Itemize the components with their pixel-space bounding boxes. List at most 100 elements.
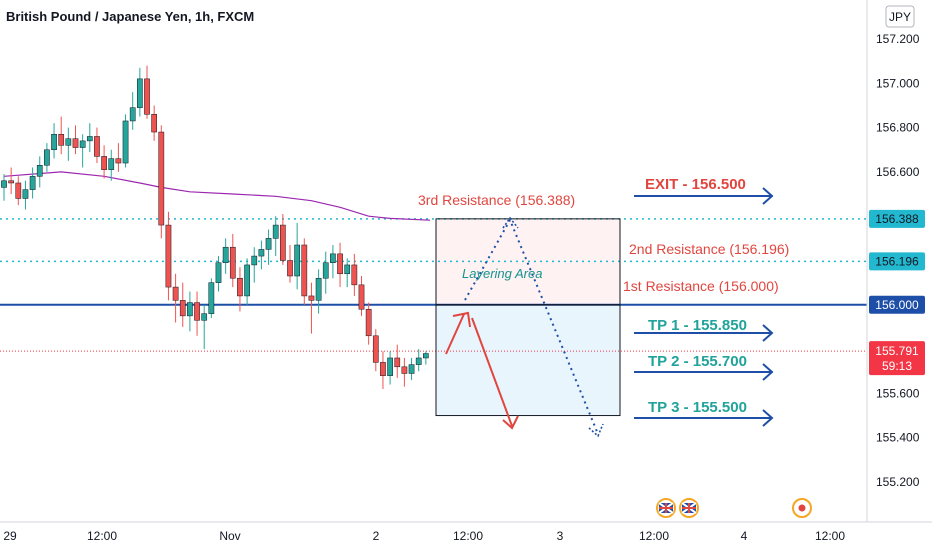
- price-tick-label: 155.600: [876, 386, 920, 400]
- resistance-1-price: 156.000: [875, 298, 919, 312]
- uk-flag-icon[interactable]: [679, 498, 699, 518]
- candle-body: [272, 224, 279, 239]
- candle-body: [1, 180, 7, 188]
- candle-body: [387, 357, 393, 376]
- resistance-3-label: 3rd Resistance (156.388): [418, 192, 575, 208]
- candle-body: [365, 308, 372, 337]
- candle-body: [201, 313, 208, 321]
- tp3-label: TP 3 - 155.500: [648, 399, 747, 416]
- candle-body: [129, 107, 136, 122]
- time-tick-label: 2: [373, 529, 380, 543]
- candle-body: [237, 277, 243, 297]
- candle-body: [58, 133, 65, 146]
- candle-body: [423, 353, 429, 359]
- candle-body: [337, 253, 343, 275]
- candle-body: [165, 224, 172, 288]
- candle-body: [151, 114, 158, 133]
- tp3-arrow-head: [762, 409, 774, 427]
- exit-label: EXIT - 156.500: [645, 176, 746, 193]
- projection-end-head: [588, 423, 604, 438]
- candle-body: [72, 138, 79, 148]
- layering-area-label: Layering Area: [462, 266, 542, 281]
- candle-body: [51, 133, 57, 150]
- candle-body: [122, 120, 129, 164]
- exit-arrow-head: [762, 187, 774, 205]
- candle-body: [244, 264, 250, 297]
- candle-body: [144, 78, 150, 115]
- target-area-box: [436, 304, 620, 416]
- candle-body: [294, 244, 300, 277]
- up-arrow: [445, 313, 465, 355]
- candle-body: [394, 357, 401, 368]
- projection-peak-head: [502, 216, 519, 229]
- price-tick-label: 156.600: [876, 165, 920, 179]
- candle-body: [322, 262, 329, 279]
- candle-body: [415, 357, 422, 365]
- candle-body: [94, 136, 100, 157]
- event-dot-icon[interactable]: [792, 498, 812, 518]
- resistance-2-price-tag: [869, 252, 925, 271]
- candle-body: [258, 249, 265, 257]
- candles: [1, 65, 429, 389]
- candle-body: [344, 264, 351, 275]
- down-arrow-head: [502, 415, 519, 430]
- chart-title: British Pound / Japanese Yen, 1h, FXCM: [6, 9, 254, 24]
- tp2-arrow-head: [762, 363, 774, 381]
- price-tick-label: 156.800: [876, 121, 920, 135]
- candle-body: [280, 224, 286, 261]
- time-tick-label: 29: [3, 529, 17, 543]
- candle-body: [229, 246, 236, 279]
- candle-body: [179, 300, 186, 317]
- candle-body: [29, 176, 36, 190]
- candle-body: [158, 131, 165, 226]
- resistance-3-price-tag: [869, 209, 925, 228]
- time-axis-ticks: 29 12:00 Nov 2 12:00 3 12:00 4 12:00: [3, 529, 845, 543]
- candle-body: [8, 180, 14, 184]
- time-tick-label: Nov: [219, 529, 240, 543]
- candle-body: [187, 302, 193, 317]
- candle-body: [251, 255, 258, 266]
- candle-body: [287, 260, 293, 277]
- time-tick-label: 12:00: [453, 529, 483, 543]
- candle-body: [401, 366, 408, 374]
- candle-body: [22, 189, 29, 199]
- candle-body: [308, 295, 315, 301]
- candle-body: [222, 246, 229, 263]
- uk-flag-icon[interactable]: [656, 498, 676, 518]
- time-tick-label: 3: [557, 529, 564, 543]
- price-tick-label: 155.400: [876, 431, 920, 445]
- currency-label: JPY: [889, 10, 911, 24]
- tp2-label: TP 2 - 155.700: [648, 353, 747, 370]
- candle-body: [301, 244, 308, 297]
- candle-body: [137, 78, 143, 108]
- projection-path: [464, 217, 599, 435]
- drawn-arrows: [445, 187, 774, 438]
- candle-body: [15, 182, 22, 199]
- tp1-arrow-head: [762, 324, 774, 342]
- current-price-tag: [869, 341, 925, 376]
- candle-body: [372, 335, 379, 363]
- candle-body: [358, 284, 365, 310]
- candle-body: [208, 282, 215, 314]
- candle-body: [194, 302, 200, 321]
- currency-button[interactable]: [885, 5, 915, 28]
- candle-body: [65, 138, 72, 146]
- candle-body: [79, 140, 86, 148]
- price-tick-label: 157.200: [876, 32, 920, 46]
- candle-body: [215, 262, 222, 283]
- resistance-1-price-tag: [869, 295, 925, 314]
- candle-body: [408, 364, 415, 374]
- candle-body: [351, 264, 358, 286]
- resistance-2-price: 156.196: [875, 254, 919, 268]
- down-arrow: [471, 317, 513, 427]
- bar-countdown: 59:13: [882, 359, 912, 373]
- price-tick-label: 155.200: [876, 475, 920, 489]
- candle-body: [115, 158, 122, 164]
- candle-body: [36, 165, 43, 177]
- current-price: 155.791: [875, 344, 919, 358]
- tp1-label: TP 1 - 155.850: [648, 317, 747, 334]
- time-tick-label: 12:00: [815, 529, 845, 543]
- candle-body: [315, 277, 322, 301]
- price-axis-background: [867, 0, 932, 550]
- time-tick-label: 12:00: [639, 529, 669, 543]
